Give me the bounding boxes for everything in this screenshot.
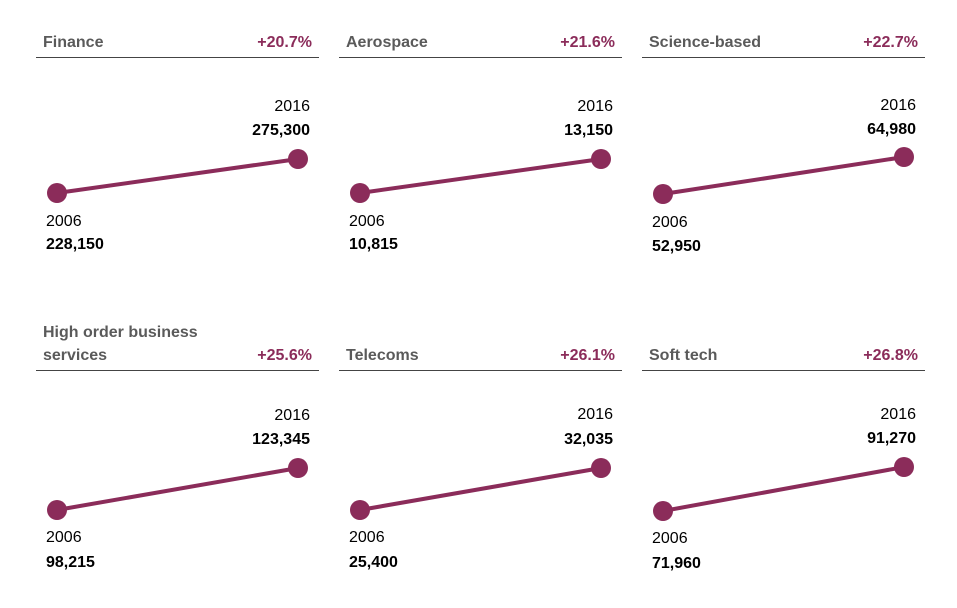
slope-chart-svg xyxy=(350,149,611,203)
panel-header: Telecoms +26.1% xyxy=(339,324,622,371)
panel-header: Soft tech +26.8% xyxy=(642,324,925,371)
data-point-2016 xyxy=(591,458,611,478)
data-point-2006 xyxy=(653,501,673,521)
end-value-label: 275,300 xyxy=(252,122,310,139)
chart-panel-science-based: Science-based +22.7% 2016 64,980 2006 52… xyxy=(642,34,925,295)
data-point-2006 xyxy=(47,500,67,520)
panel-title: Telecoms xyxy=(346,347,419,364)
chart-panel-soft-tech: Soft tech +26.8% 2016 91,270 2006 71,960 xyxy=(642,324,925,584)
panel-change-percent: +26.1% xyxy=(560,347,615,364)
slope-chart-svg xyxy=(653,457,914,521)
end-year-label: 2016 xyxy=(880,406,916,423)
data-point-2006 xyxy=(350,500,370,520)
panel-header: Aerospace +21.6% xyxy=(339,34,622,58)
end-value-label: 123,345 xyxy=(252,431,310,448)
start-year-label: 2006 xyxy=(652,214,688,231)
slope-chart-svg xyxy=(47,458,308,520)
chart-panel-aerospace: Aerospace +21.6% 2016 13,150 2006 10,815 xyxy=(339,34,622,295)
series-line xyxy=(358,466,603,512)
end-year-label: 2016 xyxy=(577,406,613,423)
start-value-label: 71,960 xyxy=(652,555,701,572)
data-point-2016 xyxy=(288,458,308,478)
panel-header: Science-based +22.7% xyxy=(642,34,925,58)
chart-panel-telecoms: Telecoms +26.1% 2016 32,035 2006 25,400 xyxy=(339,324,622,584)
data-point-2006 xyxy=(653,184,673,204)
panel-change-percent: +21.6% xyxy=(560,34,615,51)
end-year-label: 2016 xyxy=(577,98,613,115)
chart-panel-high-order-business-services: High order business services +25.6% 2016… xyxy=(36,324,319,584)
start-value-label: 52,950 xyxy=(652,238,701,255)
start-year-label: 2006 xyxy=(652,530,688,547)
panel-change-percent: +25.6% xyxy=(257,347,312,364)
series-line xyxy=(55,466,300,512)
series-line xyxy=(661,155,906,196)
end-year-label: 2016 xyxy=(274,407,310,424)
panel-header: High order business services +25.6% xyxy=(36,324,319,371)
chart-panel-finance: Finance +20.7% 2016 275,300 2006 228,150 xyxy=(36,34,319,295)
start-year-label: 2006 xyxy=(46,529,82,546)
series-line xyxy=(358,157,603,195)
start-value-label: 98,215 xyxy=(46,554,95,571)
panel-title: Finance xyxy=(43,34,104,51)
slope-chart-svg xyxy=(653,147,914,204)
panel-change-percent: +22.7% xyxy=(863,34,918,51)
end-value-label: 64,980 xyxy=(867,121,916,138)
start-year-label: 2006 xyxy=(349,529,385,546)
data-point-2006 xyxy=(47,183,67,203)
start-year-label: 2006 xyxy=(46,213,82,230)
series-line xyxy=(55,157,300,195)
panel-header: Finance +20.7% xyxy=(36,34,319,58)
panel-title: Science-based xyxy=(649,34,762,51)
panel-title: Aerospace xyxy=(346,34,428,51)
data-point-2016 xyxy=(288,149,308,169)
start-value-label: 10,815 xyxy=(349,236,398,253)
end-value-label: 32,035 xyxy=(564,431,613,448)
data-point-2016 xyxy=(894,457,914,477)
start-value-label: 25,400 xyxy=(349,554,398,571)
end-year-label: 2016 xyxy=(880,97,916,114)
end-value-label: 91,270 xyxy=(867,430,916,447)
start-value-label: 228,150 xyxy=(46,236,104,253)
series-line xyxy=(661,465,906,513)
data-point-2016 xyxy=(894,147,914,167)
data-point-2006 xyxy=(350,183,370,203)
panel-title: Soft tech xyxy=(649,347,718,364)
panel-change-percent: +26.8% xyxy=(863,347,918,364)
end-value-label: 13,150 xyxy=(564,122,613,139)
data-point-2016 xyxy=(591,149,611,169)
panel-title: High order business services xyxy=(43,324,198,364)
slope-chart-svg xyxy=(350,458,611,520)
panel-change-percent: +20.7% xyxy=(257,34,312,51)
slope-chart-svg xyxy=(47,149,308,203)
end-year-label: 2016 xyxy=(274,98,310,115)
start-year-label: 2006 xyxy=(349,213,385,230)
